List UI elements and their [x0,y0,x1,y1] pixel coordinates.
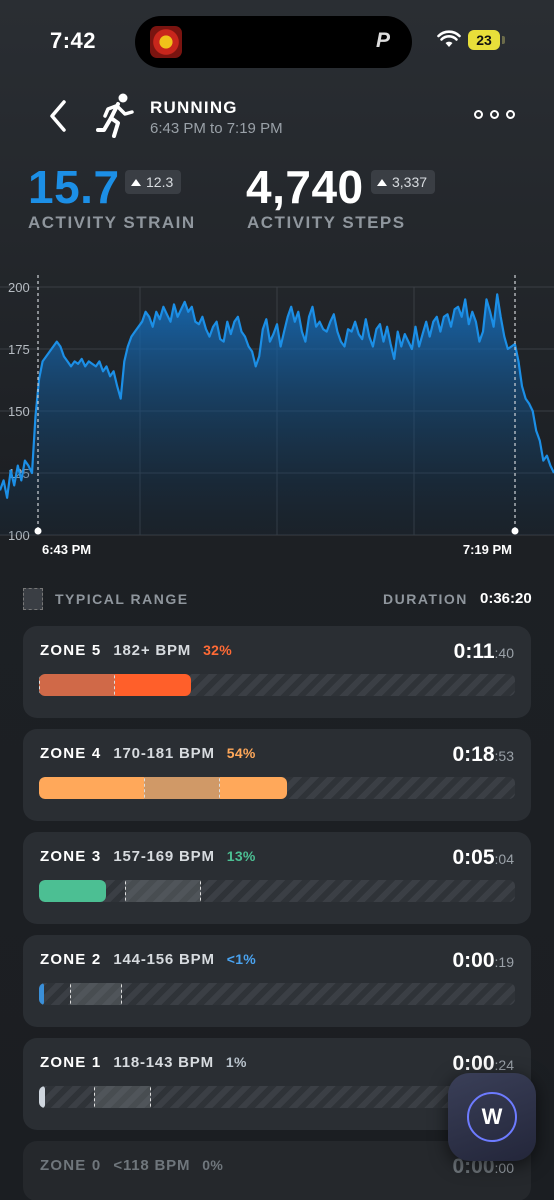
zone-duration: 0:00:24 [453,1052,515,1076]
zone-bar-fill [39,674,192,696]
zone-duration: 0:18:53 [453,743,515,767]
typical-range-marker [143,777,220,799]
zone-duration-main: 0:11 [453,640,495,663]
zone-bar-track [39,983,515,1005]
x-axis-start-label: 6:43 PM [42,542,91,557]
zone-name: ZONE 0 [40,1157,102,1174]
activity-boundary-dot [511,527,519,535]
zone-bar-track [39,674,515,696]
steps-value: 4,740 [246,161,364,213]
zone-bar-track [39,1086,515,1108]
strain-value: 15.7 [28,161,120,213]
zone-name: ZONE 1 [40,1054,102,1071]
zone-name: ZONE 4 [40,745,102,762]
zone-duration: 0:00:19 [453,949,515,973]
status-time: 7:42 [50,28,97,53]
zone-percent: 54% [226,745,256,761]
typical-range-marker [124,880,201,902]
zone-bar-track [39,777,515,799]
zone-duration-seconds: :19 [494,954,514,970]
steps-delta-value: 3,337 [392,174,428,190]
zone-name: ZONE 2 [40,951,102,968]
zone-bar-track [39,880,515,902]
zone-card-3[interactable]: ZONE 3 157-169 BPM 13% 0:05:04 [23,832,531,924]
zone-duration-main: 0:00 [452,949,495,972]
zone-bpm: 118-143 BPM [113,1054,214,1071]
coach-floating-button[interactable]: W [448,1073,536,1161]
zone-card-4[interactable]: ZONE 4 170-181 BPM 54% 0:18:53 [23,729,531,821]
zone-duration: 0:11:40 [454,640,514,664]
more-options-button[interactable] [474,110,515,119]
typical-range-marker [39,674,116,696]
zone-percent: 13% [226,848,256,864]
heart-rate-chart[interactable]: 2001751501251006:43 PM7:19 PM [0,255,554,565]
zone-percent: 0% [202,1157,224,1173]
zone-card-5[interactable]: ZONE 5 182+ BPM 32% 0:11:40 [23,626,531,718]
zone-duration: 0:05:04 [453,846,515,870]
strain-label: ACTIVITY STRAIN [28,213,196,232]
more-dot-icon [490,110,499,119]
zone-name: ZONE 5 [40,642,102,659]
x-axis-end-label: 7:19 PM [463,542,512,557]
now-playing-artwork-icon [150,26,182,58]
wifi-icon [437,30,461,47]
zone-bpm: 170-181 BPM [113,745,215,762]
typical-range-marker [93,1086,151,1108]
back-icon[interactable] [44,96,74,136]
more-dot-icon [474,110,483,119]
zone-bpm: 157-169 BPM [113,848,215,865]
activity-boundary-dot [34,527,42,535]
zone-bpm: <118 BPM [113,1157,191,1174]
heart-rate-line [0,293,554,499]
zone-bar-fill [39,983,44,1005]
zone-duration-main: 0:05 [452,846,495,869]
steps-label: ACTIVITY STEPS [247,213,406,232]
zone-percent: 1% [225,1054,247,1070]
duration-value: 0:36:20 [480,590,532,607]
zone-card-0[interactable]: ZONE 0 <118 BPM 0% 0:00:00 [23,1141,531,1200]
zone-percent: <1% [226,951,257,967]
running-icon [96,93,134,138]
whoop-coach-icon: W [467,1092,517,1142]
zone-bpm: 182+ BPM [113,642,192,659]
zone-percent: 32% [203,642,232,658]
island-app-icon: P [375,29,390,52]
zone-card-1[interactable]: ZONE 1 118-143 BPM 1% 0:00:24 [23,1038,531,1130]
typical-range-label: TYPICAL RANGE [55,591,189,607]
zone-card-2[interactable]: ZONE 2 144-156 BPM <1% 0:00:19 [23,935,531,1027]
y-tick-label: 175 [8,342,30,357]
zone-bar-fill [39,777,287,799]
more-dot-icon [506,110,515,119]
zone-duration-main: 0:00 [452,1052,495,1075]
duration-label: DURATION [383,591,468,607]
zone-duration-seconds: :04 [494,851,514,867]
zone-duration-main: 0:18 [452,743,495,766]
zone-duration-seconds: :40 [494,645,514,661]
activity-title: RUNNING [150,98,238,117]
activity-time-range: 6:43 PM to 7:19 PM [150,120,283,137]
typical-range-marker [69,983,123,1005]
y-tick-label: 150 [8,404,30,419]
heart-rate-area [0,294,554,535]
zone-name: ZONE 3 [40,848,102,865]
up-triangle-icon [131,178,141,186]
zone-bar-fill [39,1086,45,1108]
zone-duration-seconds: :00 [494,1160,514,1176]
zone-duration-seconds: :24 [494,1057,514,1073]
dynamic-island[interactable]: P [135,16,412,68]
battery-nub [502,36,505,44]
steps-delta-badge: 3,337 [371,170,436,194]
strain-delta-badge: 12.3 [125,170,182,194]
up-triangle-icon [377,178,387,186]
battery-icon: 23 [468,30,500,50]
zone-bar-fill [39,880,106,902]
y-tick-label: 200 [8,280,30,295]
typical-range-swatch [23,588,43,610]
strain-delta-value: 12.3 [146,174,174,190]
zone-bpm: 144-156 BPM [113,951,215,968]
zone-duration-seconds: :53 [494,748,514,764]
